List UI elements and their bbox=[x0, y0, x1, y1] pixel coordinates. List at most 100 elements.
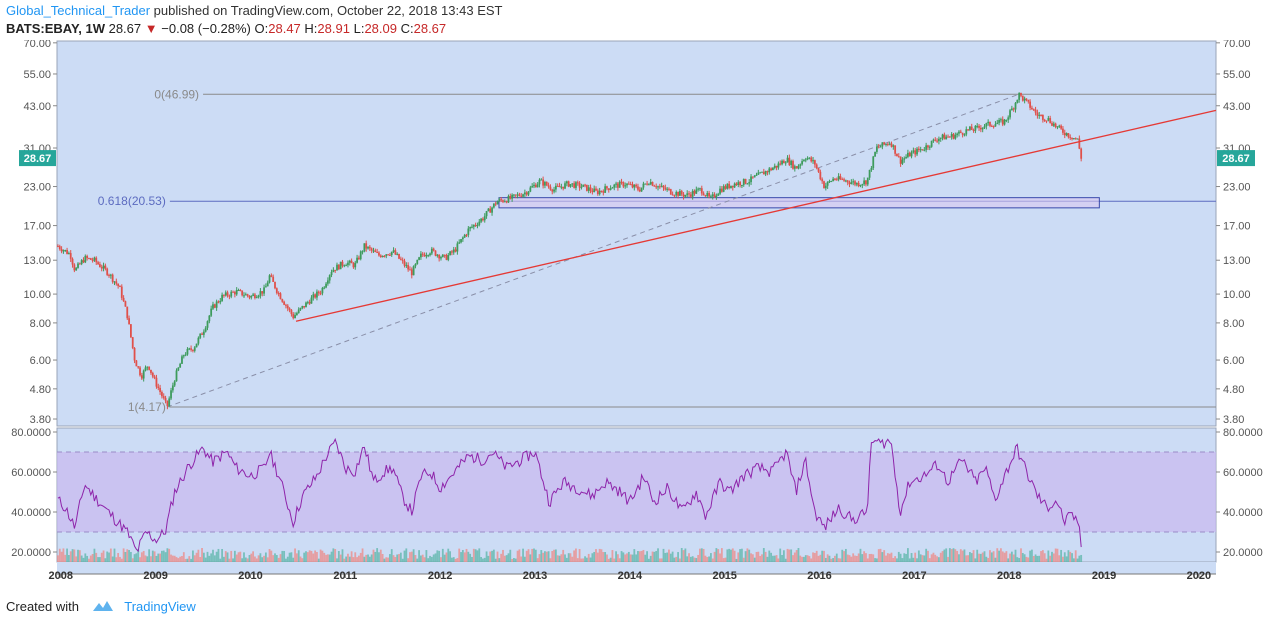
volume-bar bbox=[343, 558, 346, 562]
volume-bar bbox=[523, 556, 526, 562]
y-tick-label-right: 4.80 bbox=[1223, 384, 1244, 396]
volume-bar bbox=[901, 558, 904, 562]
volume-bar bbox=[213, 555, 216, 562]
volume-bar bbox=[684, 548, 687, 562]
candle-body bbox=[150, 369, 152, 373]
candle-body bbox=[726, 183, 729, 189]
volume-bar bbox=[1027, 557, 1030, 562]
volume-bar bbox=[325, 554, 327, 562]
candle-body bbox=[762, 171, 765, 175]
volume-bar bbox=[170, 554, 172, 562]
volume-bar bbox=[835, 553, 838, 562]
candle-body bbox=[215, 301, 218, 308]
volume-bar bbox=[489, 551, 492, 562]
candle-body bbox=[804, 159, 807, 161]
candle-body bbox=[965, 129, 968, 135]
volume-bar bbox=[239, 551, 242, 562]
candle-body bbox=[441, 254, 444, 258]
created-with-text: Created with bbox=[6, 599, 79, 614]
candle-body bbox=[272, 276, 275, 282]
candle-body bbox=[1029, 101, 1032, 108]
candle-body bbox=[1010, 108, 1013, 111]
candle-body bbox=[177, 367, 180, 371]
volume-bar bbox=[1016, 557, 1019, 562]
volume-bar bbox=[330, 551, 333, 562]
volume-bar bbox=[939, 552, 942, 562]
candle-body bbox=[201, 333, 203, 335]
x-tick-label: 2019 bbox=[1092, 570, 1116, 582]
volume-bar bbox=[969, 552, 971, 562]
last-price-label-left: 28.67 bbox=[24, 153, 52, 165]
volume-bar bbox=[146, 556, 149, 562]
candle-body bbox=[407, 265, 410, 270]
y-tick-label-left: 10.00 bbox=[23, 289, 51, 301]
volume-bar bbox=[297, 550, 300, 562]
candle-body bbox=[907, 152, 909, 157]
volume-bar bbox=[414, 555, 417, 562]
candle-body bbox=[615, 183, 617, 185]
candle-body bbox=[629, 184, 632, 186]
volume-bar bbox=[970, 553, 973, 562]
candle-body bbox=[361, 251, 364, 253]
volume-bar bbox=[810, 558, 813, 562]
volume-bar bbox=[250, 553, 253, 562]
candle-body bbox=[202, 331, 205, 335]
volume-bar bbox=[547, 551, 550, 562]
volume-bar bbox=[108, 552, 110, 562]
volume-bar bbox=[779, 548, 782, 562]
candle-body bbox=[111, 274, 114, 282]
candle-body bbox=[618, 181, 621, 188]
candle-body bbox=[669, 189, 672, 195]
volume-bar bbox=[620, 551, 623, 562]
candle-body bbox=[516, 194, 519, 196]
volume-bar bbox=[151, 550, 154, 562]
candle-body bbox=[120, 286, 123, 298]
candle-body bbox=[268, 275, 271, 283]
candle-body bbox=[930, 140, 933, 147]
volume-bar bbox=[554, 549, 557, 562]
candle-body bbox=[228, 295, 231, 297]
candle-body bbox=[257, 295, 260, 298]
volume-bar bbox=[750, 553, 752, 562]
volume-bar bbox=[578, 549, 581, 562]
volume-bar bbox=[350, 551, 353, 562]
volume-bar bbox=[277, 557, 280, 562]
volume-bar bbox=[308, 550, 311, 562]
volume-bar bbox=[706, 557, 709, 562]
candle-body bbox=[326, 280, 329, 284]
candle-body bbox=[518, 194, 521, 196]
volume-bar bbox=[316, 551, 318, 562]
candle-body bbox=[465, 234, 468, 236]
candle-body bbox=[117, 283, 120, 287]
author-link[interactable]: Global_Technical_Trader bbox=[6, 3, 151, 18]
volume-bar bbox=[772, 555, 774, 562]
candle-body bbox=[1065, 133, 1068, 136]
candle-body bbox=[195, 343, 198, 348]
volume-bar bbox=[164, 552, 167, 562]
candle-body bbox=[720, 188, 723, 192]
rsi-tick-label-right: 80.0000 bbox=[1223, 427, 1263, 439]
volume-bar bbox=[595, 549, 597, 562]
candle-body bbox=[126, 306, 129, 319]
candle-body bbox=[781, 160, 783, 165]
candle-body bbox=[376, 252, 379, 254]
candle-body bbox=[434, 250, 437, 256]
candle-body bbox=[341, 261, 344, 266]
candle-body bbox=[549, 186, 552, 190]
candle-body bbox=[487, 208, 490, 212]
rsi-line bbox=[57, 437, 1082, 553]
candle-body bbox=[919, 149, 922, 151]
candle-body bbox=[480, 218, 483, 222]
price-chart[interactable]: 3.80 3.80 4.80 4.80 6.00 6.00 8.00 8.00 10.00 10.… bbox=[0, 40, 1274, 595]
tradingview-link[interactable]: TradingView bbox=[124, 599, 196, 614]
candle-body bbox=[1060, 125, 1063, 129]
volume-bar bbox=[642, 549, 645, 562]
rsi-tick-label-left: 20.0000 bbox=[11, 547, 51, 559]
volume-bar bbox=[702, 548, 705, 562]
volume-bar bbox=[817, 555, 820, 562]
volume-bar bbox=[84, 553, 87, 562]
candle-body bbox=[449, 251, 451, 256]
candle-body bbox=[447, 255, 450, 260]
candle-body bbox=[166, 400, 169, 407]
candle-body bbox=[580, 186, 583, 188]
